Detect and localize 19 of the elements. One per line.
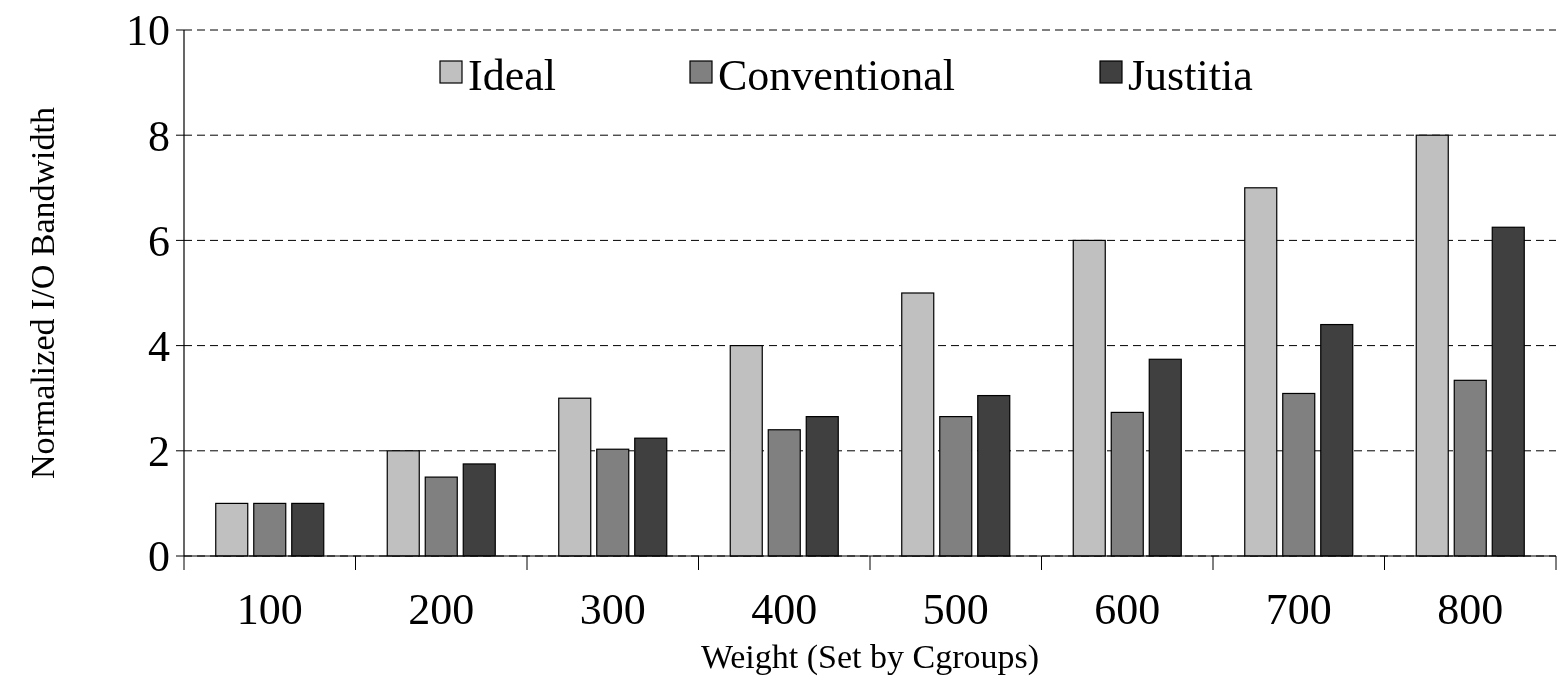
x-axis-title: Weight (Set by Cgroups) bbox=[700, 638, 1040, 676]
y-tick-label: 10 bbox=[126, 6, 170, 56]
x-tick-label: 100 bbox=[236, 585, 303, 634]
x-tick-label: 200 bbox=[408, 585, 475, 634]
y-axis-title: Normalized I/O Bandwidth bbox=[24, 106, 61, 480]
x-tick-label: 700 bbox=[1265, 585, 1332, 634]
x-tick-label: 400 bbox=[751, 585, 818, 634]
legend-label: Justitia bbox=[1128, 51, 1253, 101]
legend-label: Conventional bbox=[718, 51, 956, 101]
y-tick-label: 4 bbox=[148, 322, 170, 371]
x-tick-label: 600 bbox=[1094, 585, 1161, 634]
y-tick-label: 0 bbox=[148, 532, 170, 582]
y-tick-label: 2 bbox=[148, 427, 170, 477]
y-tick-label: 6 bbox=[148, 216, 170, 266]
legend-label: Ideal bbox=[468, 51, 556, 101]
x-tick-label: 500 bbox=[922, 585, 989, 634]
x-tick-label: 300 bbox=[579, 585, 646, 634]
x-tick-label: 800 bbox=[1437, 585, 1504, 634]
y-tick-label: 8 bbox=[148, 111, 170, 161]
